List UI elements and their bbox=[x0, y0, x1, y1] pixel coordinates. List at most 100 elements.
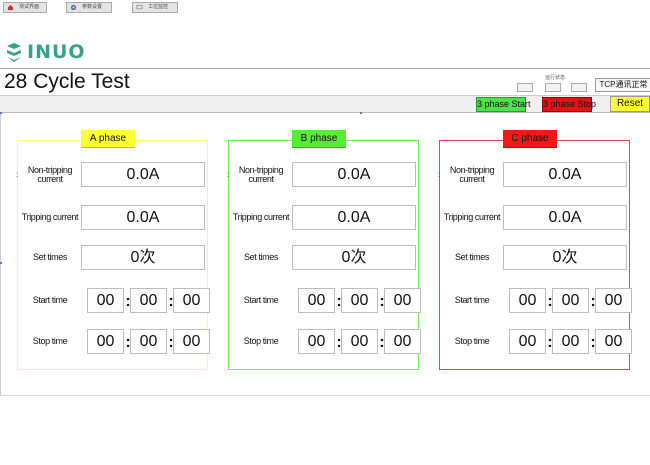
phase-c-start-row: Start time 00 00 00:: bbox=[440, 288, 632, 313]
monitor-icon bbox=[136, 4, 143, 11]
inuo-s-logo-icon bbox=[7, 43, 21, 62]
phase-c-start-minute-field: 00 bbox=[552, 288, 589, 313]
time-separator: : bbox=[379, 293, 385, 310]
label-colon: : bbox=[16, 170, 19, 179]
brand-name: INUO bbox=[27, 41, 86, 63]
phase-a-stop-second-field: 00 bbox=[173, 329, 210, 354]
phase-a-set-times-row: Set times 0次 bbox=[18, 245, 209, 270]
nav-parameter-settings-button[interactable]: 参数设置 bbox=[66, 2, 112, 13]
brand-logo: INUO bbox=[3, 38, 86, 66]
phase-b-stop-minute-field: 00 bbox=[341, 329, 378, 354]
set-times-label: Set times bbox=[455, 252, 489, 262]
phase-b-stop-second-field: 00 bbox=[384, 329, 421, 354]
main-content-area bbox=[0, 112, 650, 396]
phase-c-tag: C phase bbox=[503, 130, 557, 148]
phase-a-start-second-field: 00 bbox=[173, 288, 210, 313]
run-status-label: 运行状态 bbox=[544, 75, 565, 81]
phase-c-set-times-row: Set times 0次 bbox=[440, 245, 631, 270]
status-indicator-2 bbox=[545, 83, 561, 92]
phase-a-start-hour-field: 00 bbox=[87, 288, 124, 313]
nav-test-screen-button[interactable]: 测试界面 bbox=[3, 2, 47, 13]
tripping-label: Tripping current bbox=[232, 212, 290, 222]
time-separator: : bbox=[336, 334, 342, 351]
tcp-status-badge: TCP通讯正常 bbox=[595, 78, 650, 92]
time-separator: : bbox=[590, 293, 596, 310]
time-separator: : bbox=[336, 293, 342, 310]
phase-a-panel: A phase: Non-tripping current 0.0A Tripping… bbox=[16, 130, 210, 370]
time-separator: : bbox=[125, 334, 131, 351]
phase-c-stop-second-field: 00 bbox=[595, 329, 632, 354]
phase-b-tripping-value: 0.0A bbox=[292, 205, 416, 230]
non-tripping-label: Non-tripping current bbox=[238, 164, 284, 184]
set-times-label: Set times bbox=[244, 252, 278, 262]
settings-icon bbox=[70, 4, 77, 11]
phase-a-tripping-value: 0.0A bbox=[81, 205, 205, 230]
phase-a-stop-minute-field: 00 bbox=[130, 329, 167, 354]
stop-label: Stop time bbox=[454, 336, 490, 346]
phase-b-panel: B phase: Non-tripping current 0.0A Tripping… bbox=[227, 130, 421, 370]
phase-b-stop-hour-field: 00 bbox=[298, 329, 335, 354]
phase-a-stop-hour-field: 00 bbox=[87, 329, 124, 354]
phase-c-tripping-value: 0.0A bbox=[503, 205, 627, 230]
page-title: 28 Cycle Test bbox=[4, 70, 130, 93]
phase-a-stop-row: Stop time 00 00 00:: bbox=[18, 329, 210, 354]
phase-b-tag: B phase bbox=[292, 130, 346, 148]
phase-c-start-second-field: 00 bbox=[595, 288, 632, 313]
phase-a-start-minute-field: 00 bbox=[130, 288, 167, 313]
three-phase-start-button[interactable]: 3 phase Start bbox=[476, 97, 531, 112]
time-separator: : bbox=[379, 334, 385, 351]
header-divider bbox=[0, 68, 650, 69]
time-separator: : bbox=[547, 334, 553, 351]
tripping-label: Tripping current bbox=[443, 212, 501, 222]
phase-c-stop-minute-field: 00 bbox=[552, 329, 589, 354]
start-label: Start time bbox=[243, 295, 279, 305]
start-label: Start time bbox=[454, 295, 490, 305]
phase-b-non-tripping-row: : Non-tripping current 0.0A bbox=[227, 162, 420, 187]
set-times-label: Set times bbox=[33, 252, 67, 262]
phase-c-start-hour-field: 00 bbox=[509, 288, 546, 313]
phase-a-tripping-row: Tripping current 0.0A bbox=[18, 205, 209, 230]
phase-c-panel: C phase: Non-tripping current 0.0A Tripping… bbox=[438, 130, 632, 370]
status-indicator-3 bbox=[571, 83, 587, 92]
phase-b-set-times-value[interactable]: 0次 bbox=[292, 245, 416, 270]
phase-b-non-tripping-value: 0.0A bbox=[292, 162, 416, 187]
phase-b-tripping-row: Tripping current 0.0A bbox=[229, 205, 420, 230]
phase-a-non-tripping-value: 0.0A bbox=[81, 162, 205, 187]
label-colon: : bbox=[227, 170, 230, 179]
time-separator: : bbox=[168, 293, 174, 310]
phase-c-stop-hour-field: 00 bbox=[509, 329, 546, 354]
tripping-label: Tripping current bbox=[21, 212, 79, 222]
home-icon bbox=[7, 4, 14, 11]
phase-c-non-tripping-value: 0.0A bbox=[503, 162, 627, 187]
label-colon: : bbox=[438, 170, 441, 179]
three-phase-stop-button[interactable]: 3 phase Stop bbox=[542, 97, 596, 112]
stop-label: Stop time bbox=[243, 336, 279, 346]
phase-b-start-minute-field: 00 bbox=[341, 288, 378, 313]
phase-c-set-times-value[interactable]: 0次 bbox=[503, 245, 627, 270]
phase-c-tripping-row: Tripping current 0.0A bbox=[440, 205, 631, 230]
phase-b-start-row: Start time 00 00 00:: bbox=[229, 288, 421, 313]
time-separator: : bbox=[590, 334, 596, 351]
phase-a-start-row: Start time 00 00 00:: bbox=[18, 288, 210, 313]
phase-a-non-tripping-row: : Non-tripping current 0.0A bbox=[16, 162, 209, 187]
non-tripping-label: Non-tripping current bbox=[449, 164, 495, 184]
time-separator: : bbox=[547, 293, 553, 310]
status-indicator-1 bbox=[517, 83, 533, 92]
phase-b-start-hour-field: 00 bbox=[298, 288, 335, 313]
nav-station-monitor-button[interactable]: 工位监控 bbox=[132, 2, 178, 13]
time-separator: : bbox=[168, 334, 174, 351]
start-label: Start time bbox=[32, 295, 68, 305]
phase-b-stop-row: Stop time 00 00 00:: bbox=[229, 329, 421, 354]
non-tripping-label: Non-tripping current bbox=[27, 164, 73, 184]
phase-b-set-times-row: Set times 0次 bbox=[229, 245, 420, 270]
reset-button[interactable]: Reset bbox=[610, 96, 650, 112]
stop-label: Stop time bbox=[32, 336, 68, 346]
phase-a-tag: A phase bbox=[81, 130, 135, 148]
frame-marker bbox=[360, 112, 362, 114]
phase-c-non-tripping-row: : Non-tripping current 0.0A bbox=[438, 162, 631, 187]
phase-c-stop-row: Stop time 00 00 00:: bbox=[440, 329, 632, 354]
phase-a-set-times-value[interactable]: 0次 bbox=[81, 245, 205, 270]
phase-b-start-second-field: 00 bbox=[384, 288, 421, 313]
frame-marker bbox=[0, 262, 2, 264]
time-separator: : bbox=[125, 293, 131, 310]
